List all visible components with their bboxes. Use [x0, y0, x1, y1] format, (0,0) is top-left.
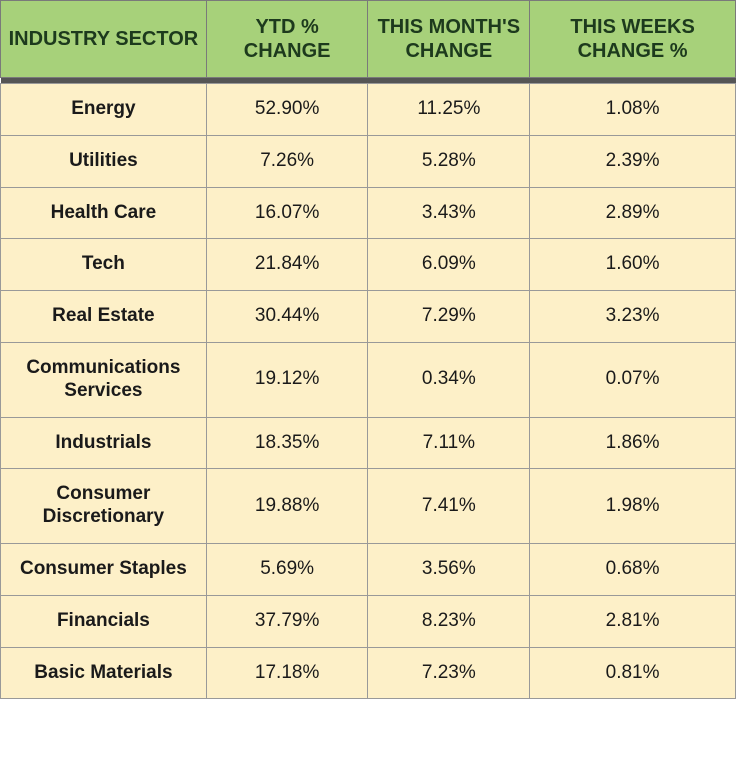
- table-row: Utilities 7.26% 5.28% 2.39%: [1, 135, 736, 187]
- header-row: INDUSTRY SECTOR YTD % CHANGE THIS MONTH'…: [1, 1, 736, 78]
- table-row: Basic Materials 17.18% 7.23% 0.81%: [1, 647, 736, 699]
- cell-week: 1.08%: [530, 84, 736, 136]
- cell-sector: Consumer Discretionary: [1, 469, 207, 544]
- sector-performance-table: INDUSTRY SECTOR YTD % CHANGE THIS MONTH'…: [0, 0, 736, 699]
- cell-ytd: 21.84%: [206, 239, 368, 291]
- cell-month: 7.29%: [368, 291, 530, 343]
- cell-week: 0.68%: [530, 543, 736, 595]
- cell-sector: Consumer Staples: [1, 543, 207, 595]
- cell-sector: Real Estate: [1, 291, 207, 343]
- table-row: Communications Services 19.12% 0.34% 0.0…: [1, 342, 736, 417]
- cell-week: 2.81%: [530, 595, 736, 647]
- cell-week: 1.60%: [530, 239, 736, 291]
- cell-week: 1.86%: [530, 417, 736, 469]
- cell-month: 7.23%: [368, 647, 530, 699]
- cell-ytd: 52.90%: [206, 84, 368, 136]
- col-header-ytd: YTD % CHANGE: [206, 1, 368, 78]
- cell-month: 8.23%: [368, 595, 530, 647]
- table-row: Tech 21.84% 6.09% 1.60%: [1, 239, 736, 291]
- cell-ytd: 16.07%: [206, 187, 368, 239]
- data-table: INDUSTRY SECTOR YTD % CHANGE THIS MONTH'…: [0, 0, 736, 699]
- table-row: Industrials 18.35% 7.11% 1.86%: [1, 417, 736, 469]
- cell-ytd: 30.44%: [206, 291, 368, 343]
- cell-ytd: 17.18%: [206, 647, 368, 699]
- cell-ytd: 18.35%: [206, 417, 368, 469]
- col-header-sector: INDUSTRY SECTOR: [1, 1, 207, 78]
- cell-week: 3.23%: [530, 291, 736, 343]
- table-row: Real Estate 30.44% 7.29% 3.23%: [1, 291, 736, 343]
- cell-month: 3.56%: [368, 543, 530, 595]
- table-row: Financials 37.79% 8.23% 2.81%: [1, 595, 736, 647]
- table-body: Energy 52.90% 11.25% 1.08% Utilities 7.2…: [1, 78, 736, 699]
- col-header-month: THIS MONTH'S CHANGE: [368, 1, 530, 78]
- cell-month: 3.43%: [368, 187, 530, 239]
- cell-month: 6.09%: [368, 239, 530, 291]
- cell-ytd: 7.26%: [206, 135, 368, 187]
- cell-month: 7.11%: [368, 417, 530, 469]
- cell-ytd: 37.79%: [206, 595, 368, 647]
- cell-ytd: 5.69%: [206, 543, 368, 595]
- cell-sector: Utilities: [1, 135, 207, 187]
- cell-sector: Basic Materials: [1, 647, 207, 699]
- cell-month: 7.41%: [368, 469, 530, 544]
- cell-month: 0.34%: [368, 342, 530, 417]
- table-row: Energy 52.90% 11.25% 1.08%: [1, 84, 736, 136]
- cell-week: 0.81%: [530, 647, 736, 699]
- cell-week: 2.39%: [530, 135, 736, 187]
- cell-sector: Financials: [1, 595, 207, 647]
- cell-sector: Energy: [1, 84, 207, 136]
- cell-month: 5.28%: [368, 135, 530, 187]
- cell-ytd: 19.12%: [206, 342, 368, 417]
- cell-sector: Communications Services: [1, 342, 207, 417]
- cell-week: 1.98%: [530, 469, 736, 544]
- cell-month: 11.25%: [368, 84, 530, 136]
- cell-ytd: 19.88%: [206, 469, 368, 544]
- table-row: Consumer Discretionary 19.88% 7.41% 1.98…: [1, 469, 736, 544]
- col-header-week: THIS WEEKS CHANGE %: [530, 1, 736, 78]
- cell-sector: Health Care: [1, 187, 207, 239]
- cell-week: 0.07%: [530, 342, 736, 417]
- table-row: Consumer Staples 5.69% 3.56% 0.68%: [1, 543, 736, 595]
- cell-sector: Tech: [1, 239, 207, 291]
- table-row: Health Care 16.07% 3.43% 2.89%: [1, 187, 736, 239]
- cell-sector: Industrials: [1, 417, 207, 469]
- cell-week: 2.89%: [530, 187, 736, 239]
